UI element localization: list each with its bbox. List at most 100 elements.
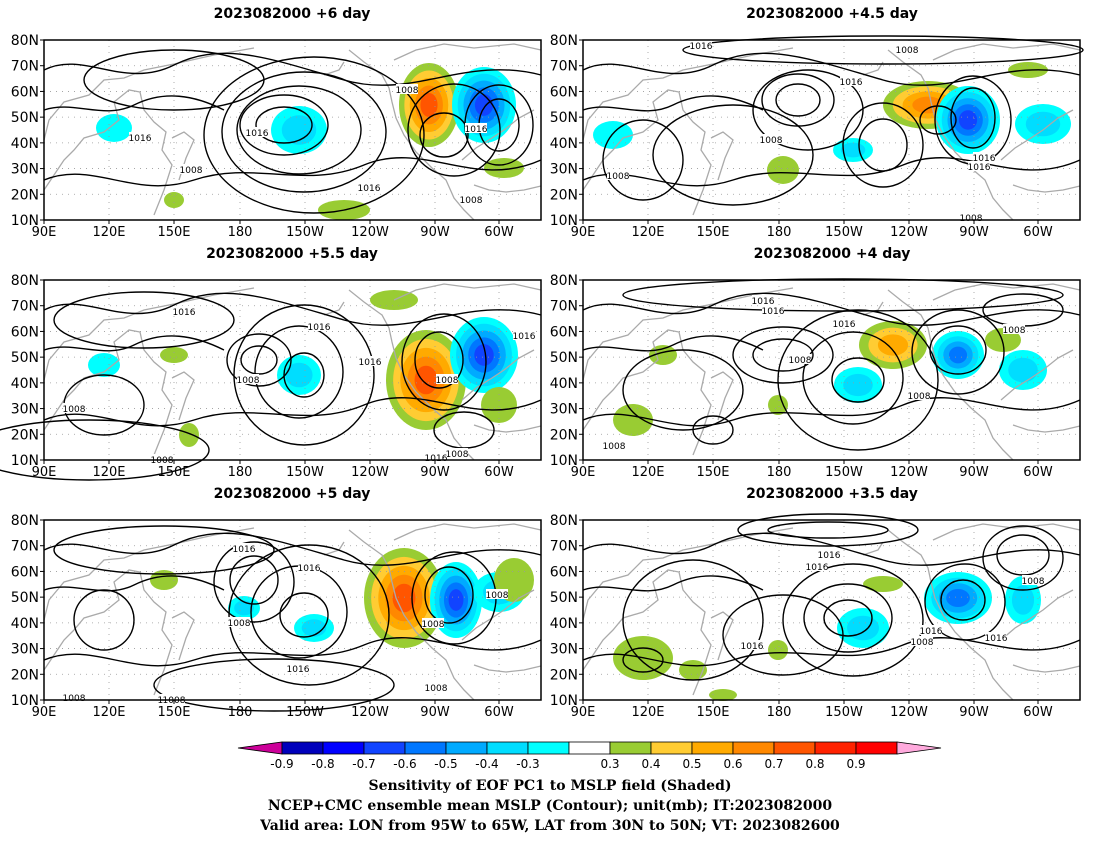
contour-label: 1008 — [228, 619, 251, 629]
colorbar-tick-label: -0.9 — [270, 757, 293, 771]
contour-label-bg — [920, 625, 942, 635]
mslp-contour-1 — [213, 541, 295, 623]
contour-label: 1008 — [911, 638, 934, 648]
contour-label-bg — [460, 194, 482, 204]
lat-tick-label: 80N — [11, 513, 39, 529]
sensitivity-shade-3-1 — [234, 600, 254, 616]
contour-label: 1008 — [760, 136, 783, 146]
contour-label: 1008 — [460, 196, 483, 206]
mslp-contour-5 — [919, 105, 957, 135]
contour-label-bg — [436, 374, 458, 384]
contour-label-bg — [163, 694, 185, 704]
lat-tick-label: 10N — [11, 693, 39, 709]
contour-label: 1016 — [741, 642, 764, 652]
mslp-contour-2 — [752, 69, 864, 151]
lon-tick-label: 120W — [890, 465, 928, 480]
mslp-isobar-1 — [582, 397, 1081, 427]
mslp-isobar-2 — [582, 335, 764, 352]
mslp-contour-7 — [419, 112, 469, 158]
mslp-contour-3 — [803, 583, 893, 653]
coastline-7 — [323, 61, 345, 76]
lon-tick-label: 90W — [959, 225, 989, 240]
colorbar-left-triangle — [237, 741, 283, 755]
contour-label-bg — [63, 692, 85, 702]
mslp-contour-5 — [929, 325, 987, 375]
lon-tick-label: 90W — [959, 465, 989, 480]
sensitivity-shade-6-0 — [481, 387, 517, 423]
mslp-contour-8 — [982, 525, 1064, 591]
lat-tick-label: 60N — [11, 564, 39, 580]
mslp-contour-9 — [153, 658, 395, 712]
lat-tick-label: 50N — [550, 350, 578, 366]
mslp-contour-0 — [229, 555, 279, 605]
sensitivity-shade-5-0 — [593, 121, 633, 149]
sensitivity-shade-7-0 — [768, 395, 788, 415]
shading-layer — [88, 290, 518, 447]
contour-label-bg — [446, 448, 468, 458]
lon-tick-label: 120E — [631, 705, 664, 720]
sensitivity-shade-6-0 — [613, 404, 653, 436]
mslp-contour-10 — [602, 119, 684, 201]
coastline-4 — [393, 523, 542, 541]
coastline-5 — [461, 109, 535, 161]
mslp-isobar-1 — [43, 157, 542, 187]
colorbar-segment-3 — [404, 741, 447, 755]
contour-label-bg — [486, 589, 508, 599]
lat-tick-label: 20N — [550, 667, 578, 683]
sensitivity-shade-0-4 — [420, 93, 438, 117]
mslp-isobar-1 — [582, 157, 1081, 187]
lat-tick-label: 40N — [550, 616, 578, 632]
mslp-contour-10 — [622, 647, 664, 673]
lat-tick-label: 10N — [550, 453, 578, 469]
contour-label-bg — [358, 182, 380, 192]
contour-label-bg — [960, 212, 982, 222]
sensitivity-shade-2-1 — [1008, 357, 1038, 383]
colorbar-segment-8 — [609, 741, 652, 755]
lat-tick-label: 50N — [550, 590, 578, 606]
lon-tick-label: 90E — [571, 225, 596, 240]
contour-label: 1016 — [920, 627, 943, 637]
mslp-contour-9 — [622, 559, 764, 681]
mslp-contour-4 — [842, 102, 924, 188]
map-frame — [582, 519, 1081, 701]
mslp-isobar-0 — [43, 52, 542, 86]
lon-tick-label: 150W — [825, 465, 863, 480]
contour-label-bg — [760, 134, 782, 144]
coastline-5 — [461, 589, 535, 641]
lat-tick-label: 80N — [550, 33, 578, 49]
contour-label: 1008 — [63, 405, 86, 415]
contour-label: 1016 — [762, 307, 785, 317]
mslp-contour-0 — [752, 338, 814, 372]
lat-tick-label: 30N — [550, 642, 578, 658]
graticule — [44, 280, 541, 460]
mslp-isobar-2 — [43, 95, 225, 112]
mslp-contour-5 — [414, 331, 464, 389]
coastline-4 — [932, 523, 1081, 541]
mslp-contour-1 — [226, 333, 292, 387]
lon-tick-label: 180 — [228, 705, 253, 720]
sensitivity-shade-1-4 — [958, 110, 978, 130]
coastline-0 — [43, 329, 173, 456]
lat-tick-label: 70N — [11, 299, 39, 315]
contour-label-bg — [806, 561, 828, 571]
colorbar-tick-label: 0.5 — [682, 757, 701, 771]
colorbar-segment-13 — [814, 741, 857, 755]
lon-tick-label: 60W — [484, 225, 514, 240]
contour-label-bg — [308, 321, 330, 331]
contour-label-bg — [818, 549, 840, 559]
lon-tick-label: 60W — [1023, 225, 1053, 240]
contour-label-bg — [129, 132, 151, 142]
colorbar-tick-label: -0.8 — [311, 757, 334, 771]
contour-label: 1008 — [960, 214, 983, 224]
contour-label: 1016 — [359, 358, 382, 368]
coastline-5 — [1000, 589, 1074, 641]
coastline-0 — [582, 329, 712, 456]
panel-title-1: 2023082000 +6 day — [213, 6, 371, 22]
colorbar-segment-1 — [322, 741, 365, 755]
panel-title-5: 2023082000 +5 day — [213, 486, 371, 502]
lon-tick-label: 120W — [351, 465, 389, 480]
contour-label-bg — [1022, 575, 1044, 585]
lon-tick-label: 150W — [286, 465, 324, 480]
coastline-7 — [862, 541, 884, 556]
